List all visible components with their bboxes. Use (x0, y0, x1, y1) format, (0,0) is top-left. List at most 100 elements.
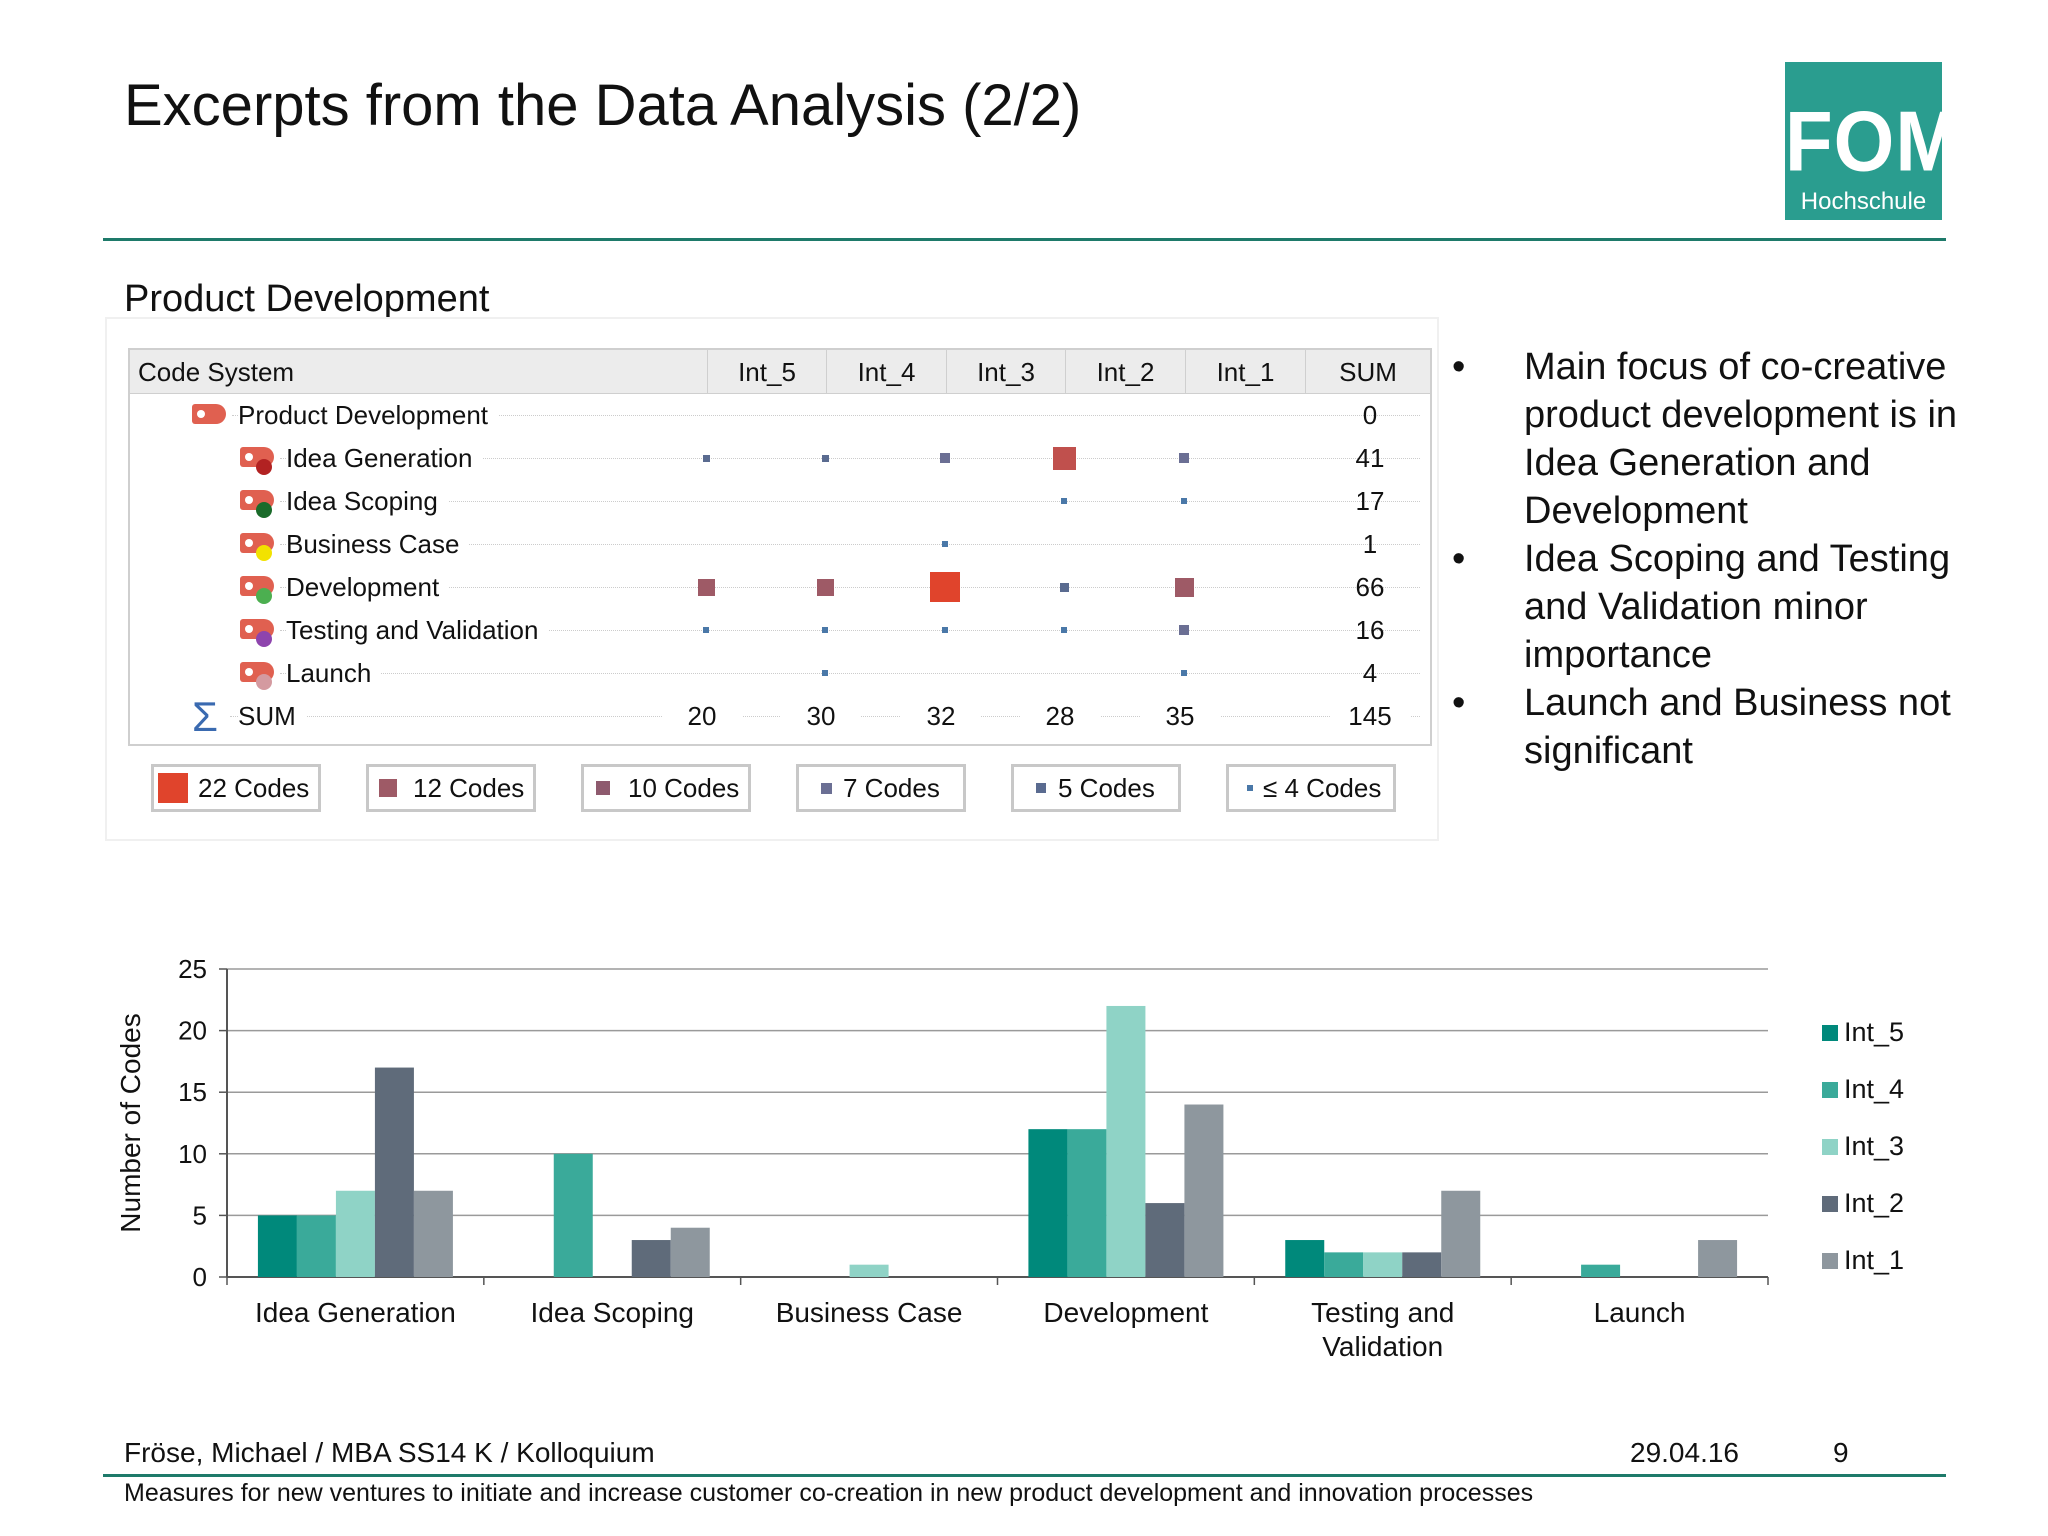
y-tick-label: 10 (178, 1139, 207, 1169)
column-sum: 32 (901, 695, 981, 738)
bar-int-3 (849, 1264, 889, 1277)
table-row: Development 66 (130, 566, 1430, 609)
bullet-glyph: • (1452, 682, 1466, 724)
footer-author: Fröse, Michael / MBA SS14 K / Kolloquium (124, 1437, 655, 1468)
legend-swatch (1822, 1253, 1838, 1269)
code-frequency-square (942, 541, 948, 547)
row-leader-line (280, 501, 1420, 502)
code-frequency-square (821, 454, 829, 462)
sum-label: SUM (238, 695, 306, 738)
legend-square (1247, 785, 1253, 791)
bullet-glyph: • (1452, 346, 1466, 388)
bar-int-4 (1067, 1129, 1107, 1277)
bullet-item: • Main focus of co-creative product devel… (1452, 343, 2012, 535)
y-tick-label: 15 (178, 1077, 207, 1107)
bullet-text: Launch and Business not significant (1524, 682, 1951, 772)
column-sum: 28 (1020, 695, 1100, 738)
row-leader-line (280, 458, 1420, 459)
code-color-dot (256, 545, 272, 561)
bar-int-3 (1363, 1252, 1403, 1277)
legend-square (596, 781, 610, 795)
bar-int-1 (413, 1190, 453, 1277)
code-frequency-square (1061, 498, 1067, 504)
code-label: Launch (286, 652, 382, 695)
code-label: Development (286, 566, 450, 609)
legend-label: Int_1 (1844, 1245, 1904, 1275)
code-frequency-square (1052, 446, 1076, 470)
bar-int-1 (670, 1227, 710, 1277)
bar-int-5 (257, 1215, 297, 1277)
legend-box: 10 Codes (581, 764, 751, 812)
bullet-item: • Launch and Business not significant (1452, 679, 2012, 775)
code-frequency-square (702, 454, 710, 462)
sum-row: Σ SUM 20 30 32 28 35 145 (130, 695, 1430, 738)
code-frequency-square (816, 578, 834, 596)
bullet-text: Main focus of co-creative product develo… (1524, 346, 1958, 532)
header-rule (103, 238, 1946, 241)
code-frequency-square (1174, 577, 1194, 597)
bar-int-3 (335, 1190, 375, 1277)
column-sum: 145 (1330, 695, 1410, 738)
legend-label: Int_4 (1844, 1074, 1904, 1104)
column-sum: 30 (781, 695, 861, 738)
bar-int-2 (374, 1067, 414, 1277)
code-frequency-square (822, 670, 828, 676)
x-tick-label: Testing and Validation (1311, 1297, 1454, 1362)
code-matrix-table: Code System Int_5 Int_4 Int_3 Int_2 Int_1 SUM P… (128, 348, 1432, 746)
code-frequency-square (1179, 625, 1189, 635)
legend-label: Int_2 (1844, 1188, 1904, 1218)
bar-int-3 (1106, 1005, 1146, 1277)
code-frequency-square (822, 627, 828, 633)
code-color-dot (256, 588, 272, 604)
row-sum: 1 (1362, 529, 1378, 559)
legend-square (820, 782, 832, 794)
row-leader-line (280, 630, 1420, 631)
header-int-3: Int_3 (946, 350, 1065, 394)
row-leader-line (280, 544, 1420, 545)
bullet-list: • Main focus of co-creative product devel… (1452, 343, 2012, 775)
bar-int-4 (553, 1153, 593, 1277)
row-sum: 41 (1355, 443, 1385, 473)
legend-swatch (1822, 1082, 1838, 1098)
code-label: Business Case (286, 523, 470, 566)
y-tick-label: 20 (178, 1016, 207, 1046)
table-row: Business Case 1 (130, 523, 1430, 566)
legend-box: ≤ 4 Codes (1226, 764, 1396, 812)
legend-swatch (1822, 1025, 1838, 1041)
x-tick-label: Launch (1594, 1297, 1686, 1328)
code-color-dot (256, 459, 272, 475)
y-tick-label: 5 (193, 1200, 207, 1230)
y-tick-label: 0 (193, 1262, 207, 1292)
section-subtitle: Product Development (124, 278, 490, 320)
code-frequency-square (703, 627, 709, 633)
code-matrix-panel: Code System Int_5 Int_4 Int_3 Int_2 Int_1 SUM P… (105, 317, 1439, 841)
bar-int-5 (1285, 1240, 1325, 1277)
table-row: Idea Scoping 17 (130, 480, 1430, 523)
y-tick-label: 25 (178, 954, 207, 984)
row-sum: 17 (1355, 486, 1385, 516)
legend-swatch (1822, 1139, 1838, 1155)
row-sum: 0 (1362, 400, 1378, 430)
code-color-dot (256, 674, 272, 690)
footer-thesis-title: Measures for new ventures to initiate an… (124, 1479, 1534, 1507)
code-frequency-square (1181, 498, 1187, 504)
x-tick-label: Idea Generation (255, 1297, 456, 1328)
logo-main-text: FOM (1785, 92, 1962, 190)
legend-label: 5 Codes (1058, 773, 1155, 803)
row-leader-line (280, 587, 1420, 588)
footer-date: 29.04.16 (1630, 1437, 1739, 1468)
legend-box: 7 Codes (796, 764, 966, 812)
bar-int-4 (1324, 1252, 1364, 1277)
code-frequency-square (1061, 627, 1067, 633)
y-axis-label: Number of Codes (115, 1013, 146, 1232)
header-int-4: Int_4 (826, 350, 946, 394)
code-frequency-square (1179, 453, 1189, 463)
row-sum: 4 (1362, 658, 1378, 688)
legend-swatch (1822, 1196, 1838, 1212)
legend-label: 12 Codes (413, 773, 525, 803)
bar-int-2 (1145, 1203, 1185, 1277)
legend-label: 10 Codes (628, 773, 740, 803)
code-frequency-square (1181, 670, 1187, 676)
row-sum: 66 (1355, 572, 1385, 602)
code-tag-icon (192, 404, 226, 424)
